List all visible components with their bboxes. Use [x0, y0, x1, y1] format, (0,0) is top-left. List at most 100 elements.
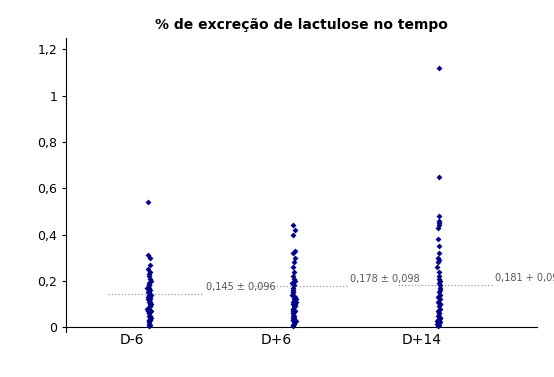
Point: [433, 308, 442, 314]
Point: [145, 282, 154, 288]
Point: [435, 301, 444, 307]
Point: [288, 231, 297, 238]
Point: [143, 306, 152, 312]
Point: [435, 315, 444, 321]
Point: [143, 285, 152, 291]
Point: [433, 236, 442, 242]
Point: [436, 292, 445, 298]
Point: [433, 321, 442, 327]
Point: [146, 301, 155, 307]
Point: [289, 310, 297, 316]
Point: [290, 259, 299, 265]
Point: [145, 321, 154, 327]
Point: [290, 278, 299, 284]
Point: [288, 280, 297, 286]
Point: [146, 313, 155, 319]
Point: [435, 301, 444, 307]
Point: [143, 266, 152, 272]
Point: [145, 271, 153, 277]
Point: [146, 292, 155, 298]
Point: [146, 315, 155, 321]
Point: [143, 308, 152, 314]
Point: [434, 294, 443, 300]
Point: [145, 276, 154, 282]
Point: [289, 285, 297, 291]
Point: [289, 296, 298, 302]
Point: [145, 310, 154, 316]
Point: [434, 317, 443, 323]
Point: [289, 222, 297, 228]
Point: [146, 301, 155, 307]
Point: [145, 268, 154, 274]
Point: [288, 264, 297, 270]
Point: [433, 318, 442, 324]
Point: [288, 308, 297, 314]
Point: [289, 322, 298, 328]
Point: [435, 268, 444, 274]
Point: [290, 248, 299, 254]
Point: [435, 310, 444, 316]
Point: [143, 296, 152, 302]
Point: [435, 222, 444, 228]
Point: [145, 254, 154, 261]
Point: [289, 313, 298, 319]
Text: 0,181 + 0,091: 0,181 + 0,091: [495, 273, 554, 284]
Point: [289, 306, 297, 312]
Point: [434, 299, 443, 305]
Point: [290, 321, 299, 327]
Point: [288, 310, 297, 316]
Point: [145, 292, 153, 298]
Point: [291, 254, 300, 261]
Point: [435, 317, 444, 323]
Title: % de excreção de lactulose no tempo: % de excreção de lactulose no tempo: [156, 18, 448, 32]
Point: [289, 303, 298, 309]
Point: [436, 287, 445, 293]
Point: [435, 285, 444, 291]
Point: [435, 290, 444, 296]
Point: [436, 278, 445, 284]
Point: [434, 254, 443, 261]
Point: [434, 303, 443, 309]
Point: [145, 280, 154, 286]
Point: [144, 290, 153, 296]
Point: [145, 285, 154, 291]
Point: [435, 322, 444, 328]
Point: [289, 282, 298, 288]
Point: [434, 273, 443, 279]
Point: [288, 290, 297, 296]
Point: [146, 315, 155, 321]
Point: [434, 259, 443, 265]
Point: [146, 287, 155, 293]
Point: [289, 323, 297, 329]
Point: [144, 273, 153, 279]
Point: [145, 287, 153, 293]
Point: [289, 292, 297, 298]
Point: [146, 278, 155, 284]
Point: [434, 313, 443, 319]
Point: [433, 264, 442, 270]
Point: [145, 294, 154, 300]
Point: [288, 299, 297, 305]
Point: [289, 290, 297, 296]
Point: [434, 280, 443, 286]
Point: [291, 301, 300, 307]
Point: [145, 262, 154, 268]
Point: [434, 225, 443, 231]
Point: [145, 317, 154, 323]
Point: [435, 257, 444, 263]
Point: [143, 294, 152, 300]
Point: [289, 317, 297, 323]
Point: [436, 306, 445, 312]
Point: [290, 276, 299, 282]
Point: [289, 250, 297, 256]
Point: [290, 294, 299, 300]
Point: [145, 322, 154, 328]
Point: [145, 299, 153, 305]
Point: [433, 323, 442, 329]
Point: [288, 301, 297, 307]
Point: [435, 174, 444, 180]
Point: [145, 290, 153, 296]
Text: 0,178 ± 0,098: 0,178 ± 0,098: [351, 274, 420, 284]
Point: [434, 65, 443, 71]
Point: [145, 318, 153, 324]
